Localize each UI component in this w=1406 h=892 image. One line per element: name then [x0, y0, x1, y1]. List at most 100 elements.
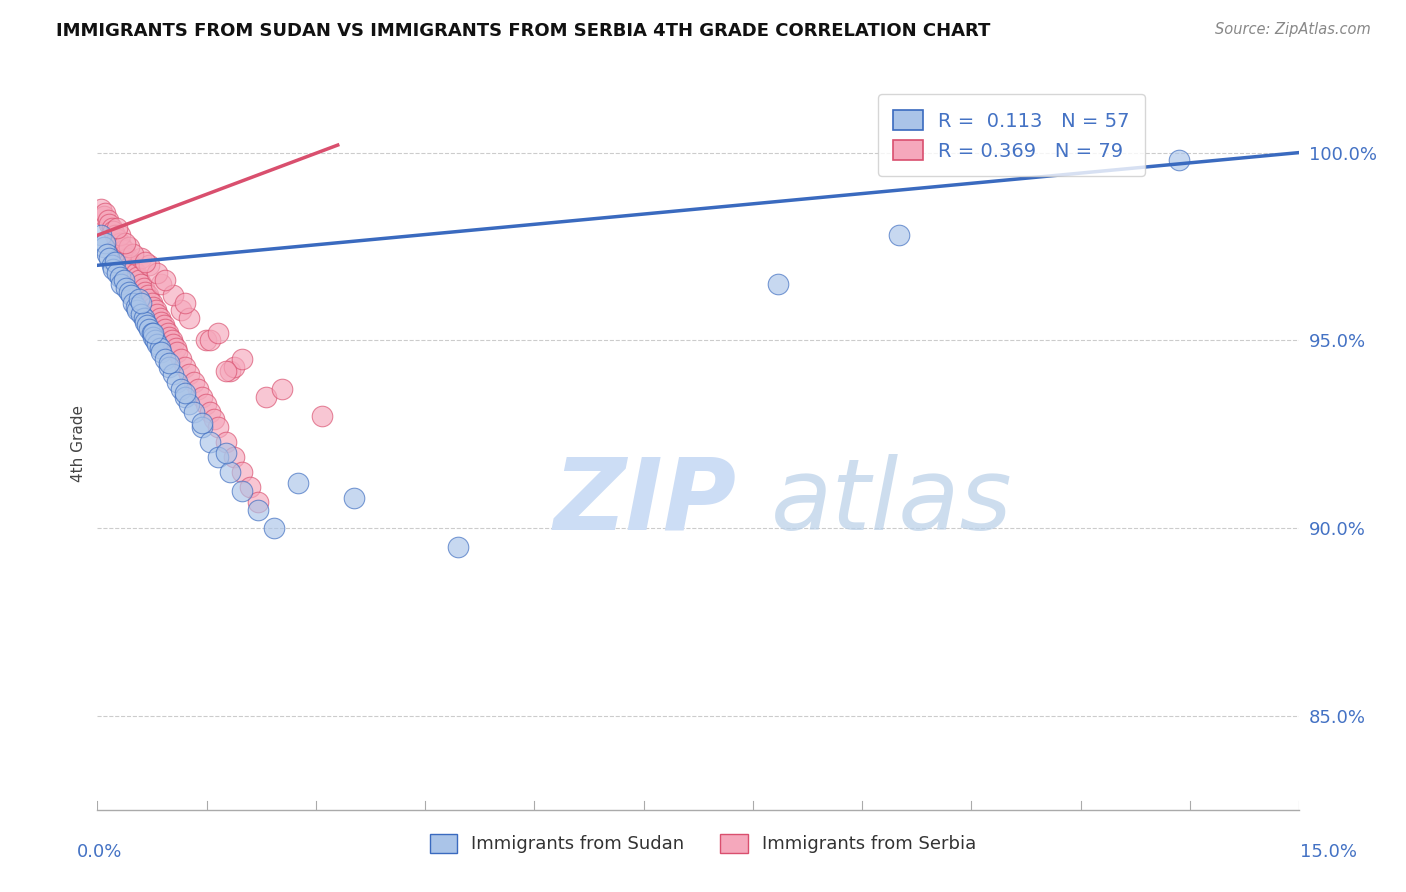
Point: [134, 285, 156, 299]
Point: [100, 220, 122, 235]
Point: [231, 352, 253, 367]
Point: [149, 310, 172, 325]
Point: [108, 228, 131, 243]
Point: [146, 307, 169, 321]
Point: [138, 292, 160, 306]
Point: [141, 296, 163, 310]
Point: [128, 273, 150, 287]
Point: [194, 397, 217, 411]
Text: Source: ZipAtlas.com: Source: ZipAtlas.com: [1215, 22, 1371, 37]
Point: [174, 386, 197, 401]
Point: [128, 292, 150, 306]
Point: [114, 247, 136, 261]
Point: [149, 341, 172, 355]
Point: [150, 344, 173, 359]
Point: [98, 251, 121, 265]
Point: [131, 251, 153, 265]
Point: [207, 420, 229, 434]
Point: [311, 409, 333, 423]
Point: [155, 322, 177, 336]
Point: [887, 228, 910, 243]
Point: [198, 334, 221, 348]
Text: 15.0%: 15.0%: [1299, 843, 1357, 861]
Point: [118, 239, 141, 253]
Point: [179, 397, 201, 411]
Point: [263, 521, 285, 535]
Point: [125, 300, 148, 314]
Point: [246, 495, 269, 509]
Point: [270, 382, 292, 396]
Point: [183, 375, 205, 389]
Point: [120, 258, 142, 272]
Point: [112, 244, 135, 258]
Point: [90, 228, 112, 243]
Point: [231, 483, 253, 498]
Point: [218, 363, 240, 377]
Point: [159, 359, 181, 374]
Point: [114, 235, 136, 250]
Point: [138, 322, 160, 336]
Point: [179, 310, 201, 325]
Point: [117, 251, 139, 265]
Point: [198, 405, 221, 419]
Point: [162, 337, 184, 351]
Point: [214, 446, 236, 460]
Point: [93, 239, 115, 253]
Point: [222, 450, 245, 464]
Text: IMMIGRANTS FROM SUDAN VS IMMIGRANTS FROM SERBIA 4TH GRADE CORRELATION CHART: IMMIGRANTS FROM SUDAN VS IMMIGRANTS FROM…: [56, 22, 991, 40]
Point: [214, 434, 236, 449]
Point: [122, 296, 145, 310]
Point: [103, 262, 125, 277]
Point: [134, 254, 156, 268]
Point: [153, 318, 176, 333]
Point: [97, 213, 120, 227]
Point: [93, 210, 115, 224]
Point: [254, 390, 277, 404]
Point: [162, 368, 184, 382]
Point: [145, 303, 167, 318]
Point: [768, 277, 790, 291]
Point: [1168, 153, 1191, 167]
Point: [105, 220, 128, 235]
Point: [131, 307, 153, 321]
Point: [90, 202, 112, 216]
Point: [132, 281, 155, 295]
Point: [231, 465, 253, 479]
Point: [105, 232, 128, 246]
Legend: R =  0.113   N = 57, R = 0.369   N = 79: R = 0.113 N = 57, R = 0.369 N = 79: [877, 95, 1146, 177]
Point: [150, 315, 173, 329]
Point: [198, 434, 221, 449]
Point: [186, 382, 208, 396]
Point: [218, 465, 240, 479]
Point: [104, 228, 127, 243]
Point: [447, 540, 470, 554]
Point: [202, 412, 225, 426]
Point: [94, 205, 117, 219]
Point: [127, 269, 149, 284]
Point: [118, 254, 141, 268]
Point: [108, 269, 131, 284]
Point: [122, 247, 145, 261]
Point: [166, 375, 188, 389]
Point: [222, 359, 245, 374]
Point: [143, 334, 166, 348]
Point: [174, 359, 197, 374]
Point: [100, 258, 122, 272]
Text: ZIP: ZIP: [554, 454, 737, 551]
Point: [166, 344, 188, 359]
Point: [112, 273, 135, 287]
Point: [155, 352, 177, 367]
Point: [131, 277, 153, 291]
Point: [183, 405, 205, 419]
Point: [136, 318, 159, 333]
Point: [159, 356, 181, 370]
Point: [170, 303, 193, 318]
Point: [190, 416, 212, 430]
Point: [190, 420, 212, 434]
Point: [142, 326, 165, 340]
Point: [287, 476, 309, 491]
Y-axis label: 4th Grade: 4th Grade: [72, 405, 86, 483]
Point: [132, 310, 155, 325]
Point: [162, 288, 184, 302]
Point: [125, 266, 148, 280]
